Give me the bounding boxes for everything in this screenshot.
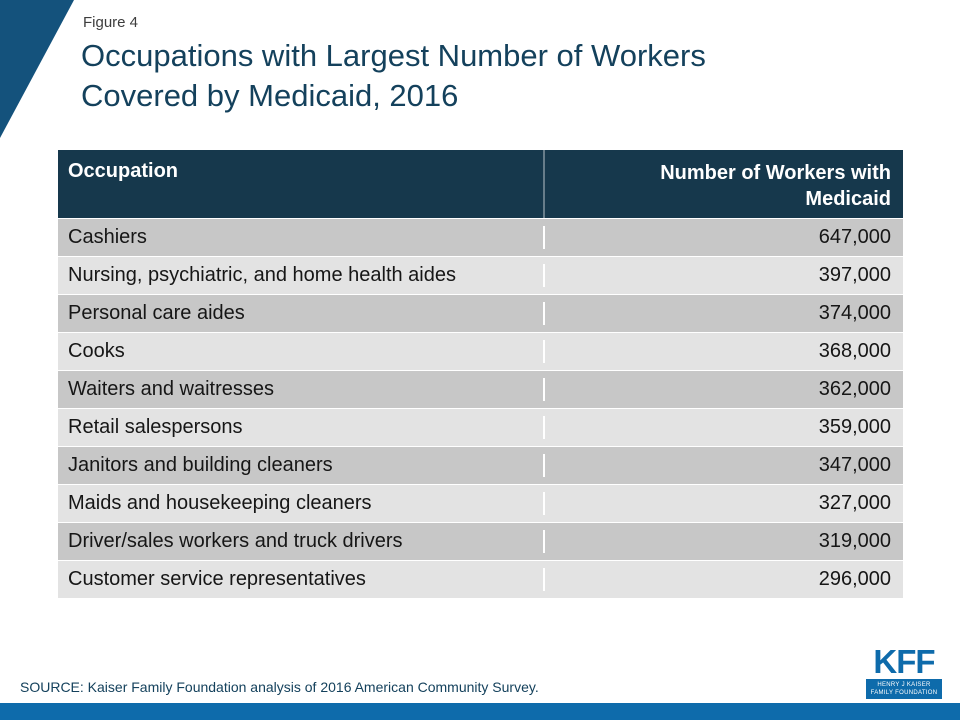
occupation-cell: Customer service representatives — [68, 568, 366, 590]
table-row: Maids and housekeeping cleaners 327,000 — [58, 484, 903, 522]
occupation-cell: Cashiers — [68, 226, 147, 248]
bottom-accent-bar — [0, 703, 960, 720]
occupation-cell: Maids and housekeeping cleaners — [68, 492, 372, 514]
table-header-row: Occupation Number of Workers with Medica… — [58, 150, 903, 218]
value-cell: 319,000 — [543, 530, 903, 553]
page-title: Occupations with Largest Number of Worke… — [81, 36, 706, 115]
value-cell: 327,000 — [543, 492, 903, 515]
value-cell: 362,000 — [543, 378, 903, 401]
value-cell: 397,000 — [543, 264, 903, 287]
value-cell: 647,000 — [543, 226, 903, 249]
value-cell: 347,000 — [543, 454, 903, 477]
title-line-2: Covered by Medicaid, 2016 — [81, 77, 459, 113]
kff-logo-text: KFF — [873, 643, 935, 681]
table-body: Cashiers 647,000 Nursing, psychiatric, a… — [58, 218, 903, 598]
table-row: Driver/sales workers and truck drivers 3… — [58, 522, 903, 560]
col-header-workers: Number of Workers with Medicaid — [543, 150, 903, 218]
kff-logo-subtext-line2: FAMILY FOUNDATION — [870, 689, 938, 696]
kff-logo-subtext: HENRY J KAISER FAMILY FOUNDATION — [866, 678, 942, 699]
table-row: Personal care aides 374,000 — [58, 294, 903, 332]
value-cell: 368,000 — [543, 340, 903, 363]
value-cell: 359,000 — [543, 416, 903, 439]
table-row: Cashiers 647,000 — [58, 218, 903, 256]
corner-accent-triangle — [0, 0, 74, 138]
medicaid-occupations-table: Occupation Number of Workers with Medica… — [58, 150, 903, 598]
source-note: SOURCE: Kaiser Family Foundation analysi… — [20, 679, 539, 695]
occupation-cell: Driver/sales workers and truck drivers — [68, 530, 403, 552]
table-row: Janitors and building cleaners 347,000 — [58, 446, 903, 484]
table-row: Nursing, psychiatric, and home health ai… — [58, 256, 903, 294]
table-row: Customer service representatives 296,000 — [58, 560, 903, 598]
figure-label: Figure 4 — [83, 14, 139, 31]
occupation-cell: Waiters and waitresses — [68, 378, 274, 400]
value-cell: 296,000 — [543, 568, 903, 591]
table-row: Retail salespersons 359,000 — [58, 408, 903, 446]
table-row: Cooks 368,000 — [58, 332, 903, 370]
occupation-cell: Nursing, psychiatric, and home health ai… — [68, 264, 456, 286]
occupation-cell: Cooks — [68, 340, 125, 362]
col-header-workers-label: Number of Workers with Medicaid — [660, 162, 891, 210]
title-line-1: Occupations with Largest Number of Worke… — [81, 38, 706, 73]
occupation-cell: Janitors and building cleaners — [68, 454, 333, 476]
table-row: Waiters and waitresses 362,000 — [58, 370, 903, 408]
value-cell: 374,000 — [543, 302, 903, 325]
col-header-occupation: Occupation — [68, 160, 179, 182]
occupation-cell: Personal care aides — [68, 302, 245, 324]
kff-logo: KFF HENRY J KAISER FAMILY FOUNDATION — [866, 643, 942, 699]
kff-logo-subtext-line1: HENRY J KAISER — [877, 681, 931, 688]
occupation-cell: Retail salespersons — [68, 416, 243, 438]
